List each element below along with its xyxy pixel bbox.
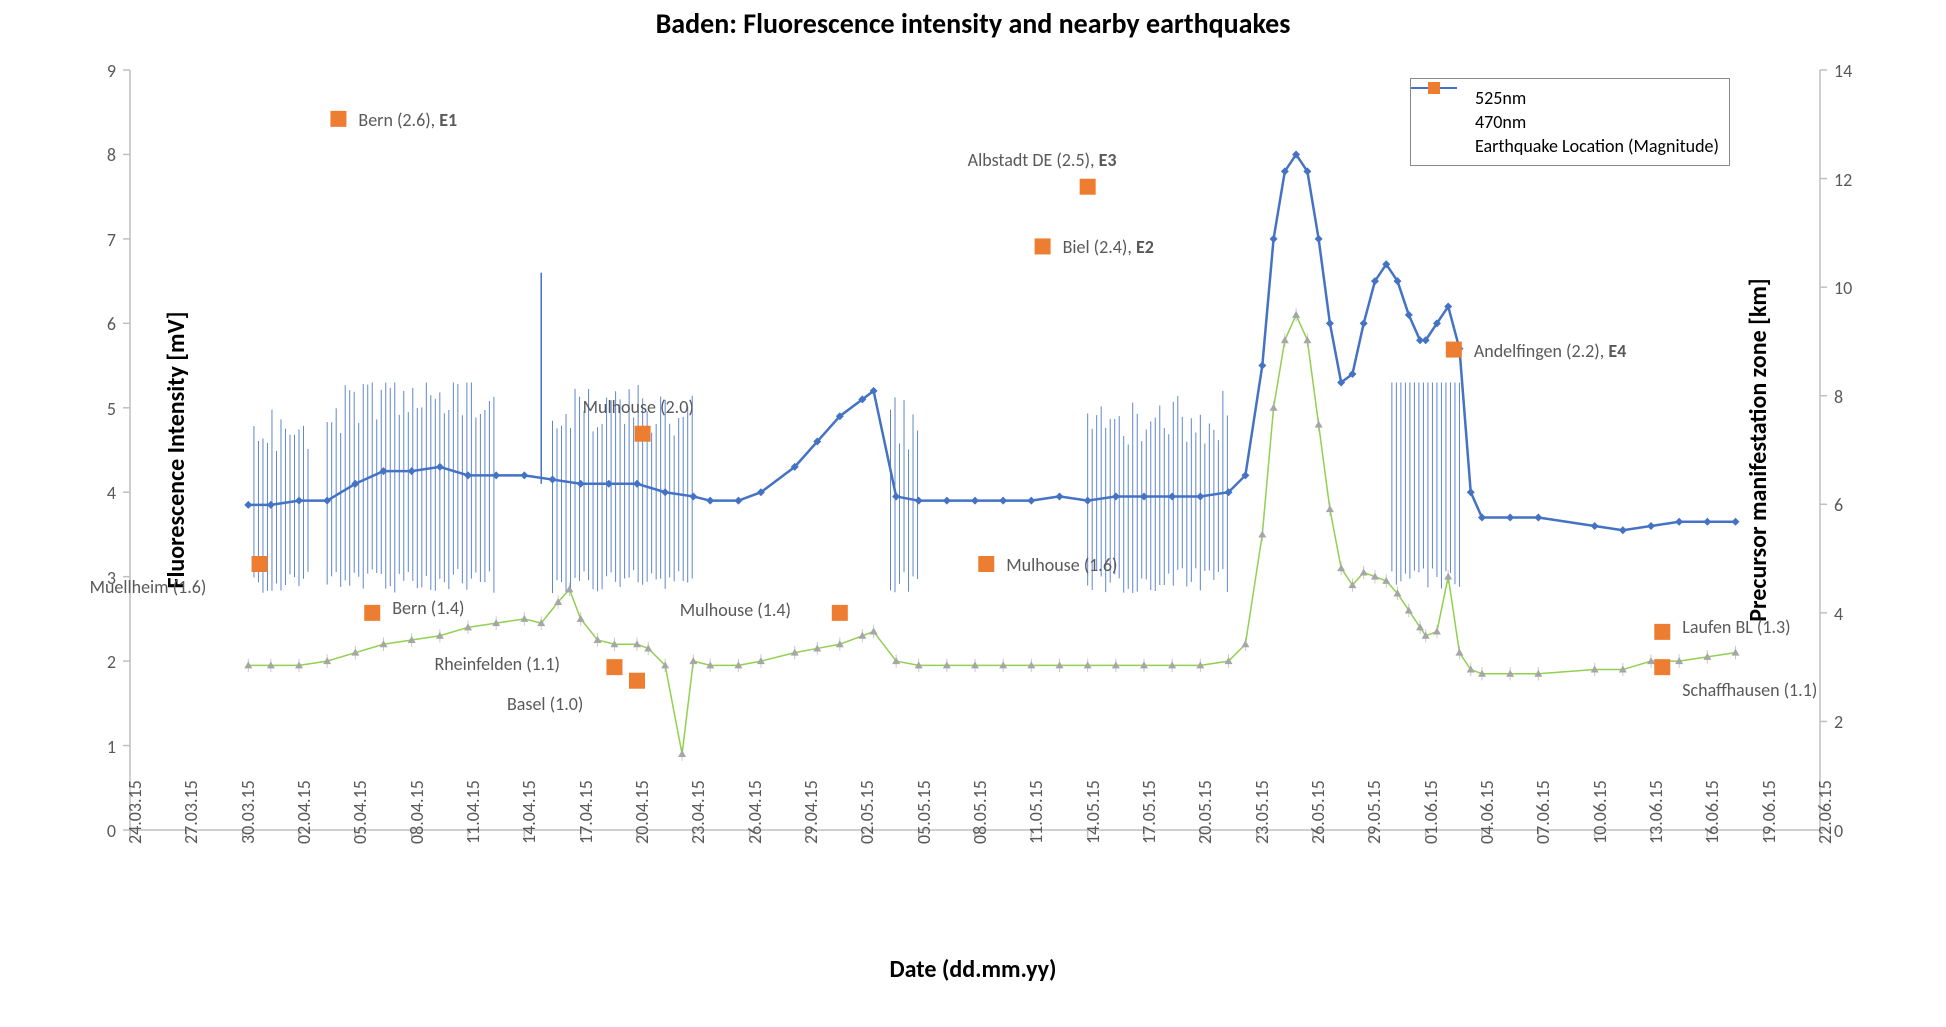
x-tick: 23.04.15 [687,780,709,844]
x-tick: 17.04.15 [575,780,597,844]
x-tick: 30.03.15 [237,780,259,844]
legend-item: 470nm [1421,111,1719,133]
earthquake-label: Muellheim (1.6) [90,576,207,598]
legend-label: Earthquake Location (Magnitude) [1475,135,1719,157]
y-left-tick: 0 [0,820,116,842]
y-left-tick: 6 [0,313,116,335]
earthquake-label: Mulhouse (1.6) [1006,554,1117,576]
earthquake-label: Mulhouse (2.0) [583,396,694,418]
x-tick: 05.04.15 [349,780,371,844]
earthquake-label: Basel (1.0) [507,693,583,715]
y-left-tick: 1 [0,736,116,758]
x-tick: 20.04.15 [631,780,653,844]
x-axis-label: Date (dd.mm.yy) [0,955,1946,984]
y-left-tick: 4 [0,482,116,504]
x-tick: 10.06.15 [1589,780,1611,844]
x-tick: 11.05.15 [1025,780,1047,844]
earthquake-label: Biel (2.4), E2 [1063,236,1154,258]
x-tick: 23.05.15 [1251,780,1273,844]
x-tick: 22.06.15 [1814,780,1836,844]
x-tick: 02.04.15 [293,780,315,844]
y-right-tick: 2 [1834,711,1843,733]
y-axis-right-label: Precursor manifestation zone [km] [1744,278,1773,621]
x-tick: 07.06.15 [1532,780,1554,844]
earthquake-label: Andelfingen (2.2), E4 [1474,340,1626,362]
legend-swatch [1421,137,1467,155]
x-tick: 13.06.15 [1645,780,1667,844]
earthquake-label: Laufen BL (1.3) [1682,616,1790,638]
y-axis-left-label: Fluorescence Intensity [mV] [162,311,191,588]
legend-item: 525nm [1421,87,1719,109]
legend-label: 470nm [1475,111,1526,133]
y-right-tick: 12 [1834,169,1852,191]
x-tick: 29.04.15 [800,780,822,844]
legend-item: Earthquake Location (Magnitude) [1421,135,1719,157]
y-left-tick: 7 [0,229,116,251]
x-tick: 08.04.15 [406,780,428,844]
x-tick: 01.06.15 [1420,780,1442,844]
earthquake-label: Rheinfelden (1.1) [434,653,559,675]
earthquake-label: Bern (2.6), E1 [358,109,457,131]
x-tick: 04.06.15 [1476,780,1498,844]
x-tick: 02.05.15 [856,780,878,844]
y-right-tick: 10 [1834,277,1852,299]
y-left-tick: 2 [0,651,116,673]
x-tick: 16.06.15 [1701,780,1723,844]
x-tick: 29.05.15 [1363,780,1385,844]
earthquake-label: Mulhouse (1.4) [680,599,791,621]
x-tick: 14.04.15 [518,780,540,844]
x-tick: 14.05.15 [1082,780,1104,844]
earthquake-label: Bern (1.4) [392,597,464,619]
y-left-tick: 9 [0,60,116,82]
x-tick: 11.04.15 [462,780,484,844]
x-tick: 27.03.15 [180,780,202,844]
x-tick: 24.03.15 [124,780,146,844]
legend-box: 525nm470nmEarthquake Location (Magnitude… [1410,78,1730,166]
y-right-tick: 4 [1834,603,1843,625]
x-tick: 19.06.15 [1758,780,1780,844]
x-tick: 26.04.15 [744,780,766,844]
legend-swatch [1421,113,1467,131]
x-tick: 26.05.15 [1307,780,1329,844]
earthquake-label: Albstadt DE (2.5), E3 [968,149,1117,171]
x-tick: 08.05.15 [969,780,991,844]
x-tick: 17.05.15 [1138,780,1160,844]
chart-container: Baden: Fluorescence intensity and nearby… [0,0,1946,1027]
x-tick: 05.05.15 [913,780,935,844]
y-right-tick: 6 [1834,494,1843,516]
y-right-tick: 14 [1834,60,1852,82]
y-right-tick: 8 [1834,386,1843,408]
y-left-tick: 8 [0,144,116,166]
earthquake-label: Schaffhausen (1.1) [1682,679,1817,701]
y-left-tick: 5 [0,398,116,420]
legend-label: 525nm [1475,87,1526,109]
x-tick: 20.05.15 [1194,780,1216,844]
